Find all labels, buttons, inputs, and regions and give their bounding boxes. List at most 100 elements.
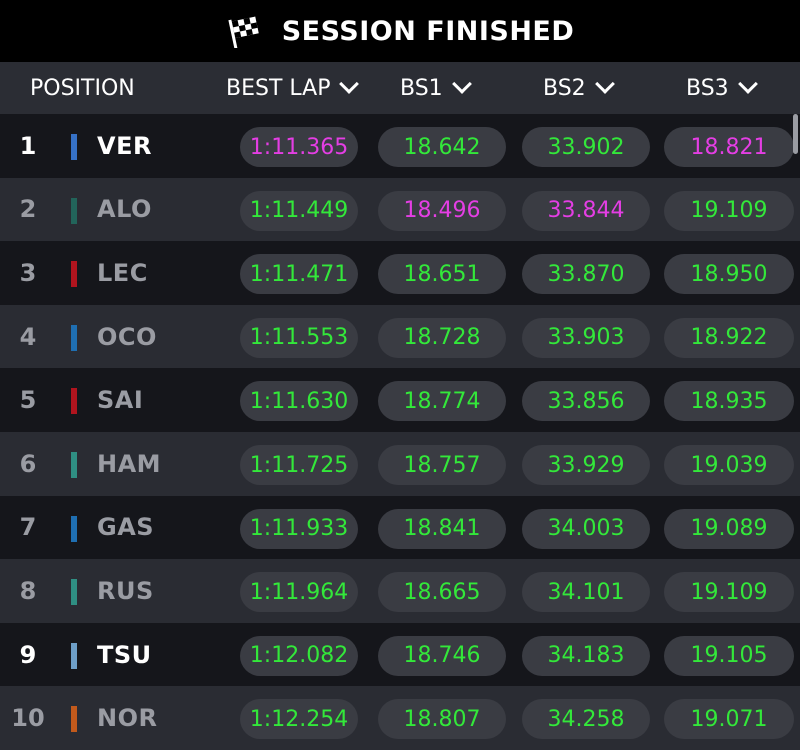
bs3-time: 19.089 [664, 508, 794, 549]
bs1-time: 18.665 [378, 572, 506, 613]
team-color-bar [71, 134, 77, 160]
best-lap-time: 1:12.254 [240, 699, 358, 740]
driver-code: HAM [97, 449, 162, 478]
row-position: 6 [19, 449, 37, 478]
chevron-down-icon[interactable] [594, 74, 615, 94]
bs1-time: 18.774 [378, 381, 506, 422]
bs3-time: 19.105 [664, 635, 794, 676]
bs3-time: 18.922 [664, 317, 794, 358]
header-bs3[interactable]: BS3 [686, 62, 758, 114]
table-row[interactable]: 1 VER 1:11.365 18.642 33.902 18.821 [0, 114, 800, 178]
team-color-bar [71, 706, 77, 733]
bs1-time: 18.807 [378, 699, 506, 740]
chevron-down-icon[interactable] [451, 74, 472, 94]
bs1-time: 18.728 [378, 317, 506, 358]
bs2-time: 33.856 [522, 381, 650, 422]
bs2-time: 34.258 [522, 699, 650, 740]
row-position: 1 [19, 131, 37, 160]
bs1-time: 18.651 [378, 254, 506, 295]
row-position: 10 [11, 704, 45, 733]
bs1-time: 18.757 [378, 445, 506, 485]
session-title: SESSION FINISHED [281, 15, 575, 47]
column-header: POSITION BEST LAP BS1 BS2 BS3 [0, 62, 800, 114]
driver-code: NOR [97, 704, 158, 733]
bs2-time: 33.870 [522, 254, 650, 295]
table-row[interactable]: 8 RUS 1:11.964 18.665 34.101 19.109 [0, 559, 800, 623]
bs2-time: 33.903 [522, 317, 650, 358]
team-color-bar [71, 642, 77, 669]
driver-code: ALO [97, 195, 152, 224]
driver-code: RUS [97, 576, 154, 605]
bs3-time: 19.109 [664, 190, 794, 231]
bs1-time: 18.746 [378, 635, 506, 676]
row-position: 4 [19, 322, 37, 351]
header-position: POSITION [30, 62, 135, 114]
bs2-time: 34.183 [522, 635, 650, 676]
header-bs2[interactable]: BS2 [543, 62, 615, 114]
bs2-time: 33.929 [522, 445, 650, 485]
row-position: 5 [19, 386, 37, 415]
driver-code: SAI [97, 386, 144, 415]
table-row[interactable]: 7 GAS 1:11.933 18.841 34.003 19.089 [0, 495, 800, 560]
best-lap-time: 1:11.630 [240, 381, 358, 422]
header-best-lap[interactable]: BEST LAP [226, 62, 360, 114]
team-color-bar [71, 452, 77, 478]
bs1-time: 18.496 [378, 190, 506, 231]
table-row[interactable]: 2 ALO 1:11.449 18.496 33.844 19.109 [0, 177, 800, 242]
team-color-bar [71, 388, 77, 415]
bs3-time: 18.950 [664, 254, 794, 295]
bs3-time: 18.821 [664, 127, 794, 167]
row-position: 2 [19, 195, 37, 224]
row-position: 8 [19, 576, 37, 605]
bs3-time: 19.071 [664, 699, 794, 740]
bs1-time: 18.642 [378, 127, 506, 167]
scrollbar[interactable] [793, 114, 798, 154]
best-lap-time: 1:11.471 [240, 254, 358, 295]
row-position: 3 [19, 258, 37, 287]
driver-code: VER [97, 131, 152, 160]
bs2-time: 34.003 [522, 508, 650, 549]
bs2-time: 33.902 [522, 127, 650, 167]
best-lap-time: 1:11.449 [240, 190, 358, 231]
best-lap-time: 1:11.553 [240, 317, 358, 358]
table-row[interactable]: 5 SAI 1:11.630 18.774 33.856 18.935 [0, 368, 800, 432]
bs2-time: 33.844 [522, 190, 650, 231]
bs3-time: 19.039 [664, 445, 794, 485]
driver-code: TSU [97, 640, 152, 669]
driver-code: OCO [97, 322, 157, 351]
driver-code: GAS [97, 513, 155, 542]
table-row[interactable]: 6 HAM 1:11.725 18.757 33.929 19.039 [0, 432, 800, 496]
driver-code: LEC [97, 258, 148, 287]
team-color-bar [71, 579, 77, 606]
bs3-time: 19.109 [664, 572, 794, 613]
bs1-time: 18.841 [378, 508, 506, 549]
team-color-bar [71, 261, 77, 288]
best-lap-time: 1:11.933 [240, 508, 358, 549]
row-position: 9 [19, 640, 37, 669]
best-lap-time: 1:11.964 [240, 572, 358, 613]
table-row[interactable]: 4 OCO 1:11.553 18.728 33.903 18.922 [0, 304, 800, 369]
header-bs2-label: BS2 [543, 75, 586, 101]
table-row[interactable]: 9 TSU 1:12.082 18.746 34.183 19.105 [0, 622, 800, 687]
table-row[interactable]: 10 NOR 1:12.254 18.807 34.258 19.071 [0, 686, 800, 750]
checkered-flag-icon [228, 16, 259, 48]
bs2-time: 34.101 [522, 572, 650, 613]
header-position-label: POSITION [30, 75, 135, 101]
best-lap-time: 1:12.082 [240, 635, 358, 676]
header-bs1-label: BS1 [400, 75, 443, 101]
chevron-down-icon[interactable] [339, 74, 360, 94]
team-color-bar [71, 197, 77, 224]
team-color-bar [71, 324, 77, 351]
row-position: 7 [19, 513, 37, 542]
title-bar: SESSION FINISHED [0, 0, 800, 62]
bs3-time: 18.935 [664, 381, 794, 422]
best-lap-time: 1:11.725 [240, 445, 358, 485]
header-bs1[interactable]: BS1 [400, 62, 472, 114]
timing-table: 1 VER 1:11.365 18.642 33.902 18.821 2 AL… [0, 114, 800, 750]
table-row[interactable]: 3 LEC 1:11.471 18.651 33.870 18.950 [0, 241, 800, 305]
team-color-bar [71, 515, 77, 542]
chevron-down-icon[interactable] [737, 74, 758, 94]
best-lap-time: 1:11.365 [240, 127, 358, 167]
header-bs3-label: BS3 [686, 75, 729, 101]
header-best-lap-label: BEST LAP [226, 75, 331, 101]
